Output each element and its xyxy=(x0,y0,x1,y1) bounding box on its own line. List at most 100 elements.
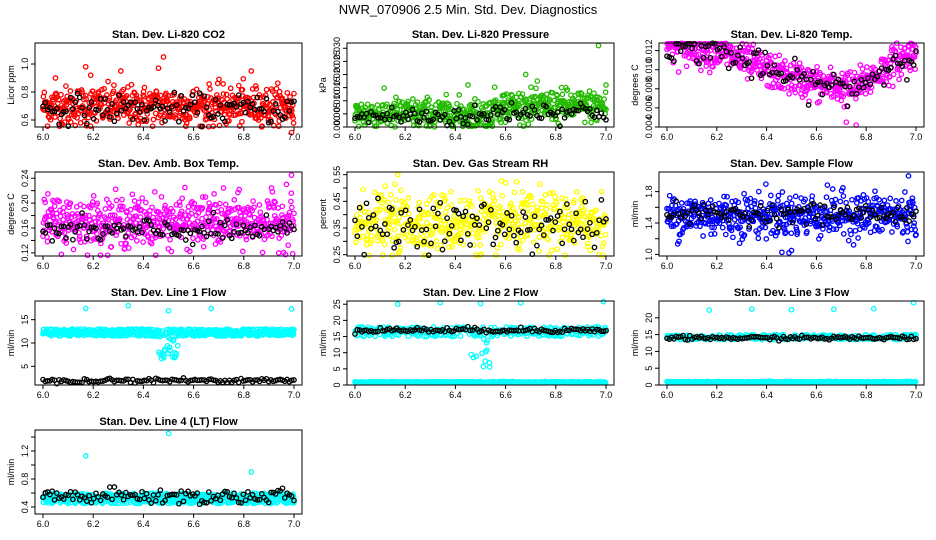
point xyxy=(707,197,714,203)
point-subset xyxy=(272,101,279,107)
x-tick-label: 6.4 xyxy=(137,261,150,271)
x-tick-label: 6.0 xyxy=(37,261,50,271)
point-subset xyxy=(178,92,185,99)
point xyxy=(257,209,264,216)
point xyxy=(525,121,532,128)
point-subset xyxy=(83,120,90,127)
point-subset xyxy=(281,114,288,121)
point-subset xyxy=(141,117,148,123)
point-subset xyxy=(217,102,224,108)
point xyxy=(374,102,381,108)
point xyxy=(58,91,64,98)
point-outlier xyxy=(288,172,295,178)
point xyxy=(182,123,189,130)
point xyxy=(426,96,432,103)
point xyxy=(152,252,159,259)
point xyxy=(788,230,795,237)
point xyxy=(259,123,265,130)
point-subset xyxy=(235,92,242,98)
point-subset xyxy=(402,109,409,116)
point xyxy=(263,86,270,93)
point-subset xyxy=(65,123,72,130)
point xyxy=(97,252,104,259)
point xyxy=(470,230,476,236)
point xyxy=(115,115,121,122)
point xyxy=(477,242,484,248)
point xyxy=(722,231,729,238)
point xyxy=(231,197,238,203)
point xyxy=(528,84,534,91)
x-tick-label: 6.2 xyxy=(87,132,100,142)
x-tick-label: 6.4 xyxy=(449,261,462,271)
point xyxy=(139,195,146,201)
point xyxy=(845,237,852,244)
panel-3: Stan. Dev. Li-820 Temp.6.0 6.2 6.4 6.6 6.8 7.… xyxy=(630,29,925,142)
point-outlier xyxy=(248,68,255,74)
point xyxy=(44,123,51,130)
point xyxy=(573,189,580,195)
x-tick-label: 6.6 xyxy=(810,261,823,271)
x-tick-label: 7.0 xyxy=(910,261,923,271)
point xyxy=(399,99,405,106)
point-subset xyxy=(263,212,270,218)
point xyxy=(498,241,504,248)
point-outlier xyxy=(603,82,609,88)
x-tick-label: 6.8 xyxy=(860,132,873,142)
point-outlier xyxy=(82,305,89,312)
panel-title: Stan. Dev. Gas Stream RH xyxy=(413,158,549,170)
point-subset xyxy=(242,109,249,116)
point-subset xyxy=(102,96,109,102)
point xyxy=(552,104,559,111)
point xyxy=(90,192,97,199)
point xyxy=(61,119,68,126)
point-subset xyxy=(476,222,483,228)
point xyxy=(602,231,609,238)
point xyxy=(839,70,845,77)
point-subset xyxy=(416,118,423,125)
point-subset xyxy=(201,93,208,100)
data-points xyxy=(352,298,609,386)
point-subset xyxy=(169,104,175,110)
point xyxy=(416,199,423,206)
x-tick-label: 6.4 xyxy=(760,132,773,142)
point-subset xyxy=(245,98,251,105)
point xyxy=(898,71,905,78)
point xyxy=(588,119,595,126)
panel-title: Stan. Dev. Amb. Box Temp. xyxy=(98,158,239,170)
point-subset xyxy=(254,94,261,101)
point xyxy=(389,252,396,259)
point-subset xyxy=(176,118,182,125)
point-outlier xyxy=(87,72,94,79)
point xyxy=(133,92,140,99)
point xyxy=(239,118,245,125)
y-tick-label: 1.4 xyxy=(644,217,654,230)
point xyxy=(239,86,246,93)
point xyxy=(167,236,173,243)
point xyxy=(471,108,477,115)
point xyxy=(123,92,130,99)
point-subset xyxy=(139,101,145,108)
point-subset xyxy=(391,244,397,251)
point xyxy=(433,238,440,244)
point xyxy=(220,91,227,97)
point-subset xyxy=(166,109,173,115)
y-tick-label: 1.0 xyxy=(644,248,654,261)
point xyxy=(559,91,566,98)
point-outlier xyxy=(283,181,290,188)
point xyxy=(497,116,504,122)
x-tick-label: 6.4 xyxy=(137,390,150,400)
point-subset xyxy=(263,95,270,102)
point xyxy=(666,192,673,199)
point xyxy=(503,91,510,97)
point xyxy=(478,120,485,126)
y-tick-label: 0.8 xyxy=(20,86,30,99)
point-subset xyxy=(120,99,127,105)
point xyxy=(405,98,411,105)
point xyxy=(274,80,281,87)
point xyxy=(872,188,878,195)
point-subset xyxy=(182,237,189,243)
x-tick-label: 6.6 xyxy=(187,261,200,271)
y-tick-label: 1.8 xyxy=(644,185,654,198)
point xyxy=(700,233,706,239)
y-tick-label: 0.20 xyxy=(20,194,30,212)
